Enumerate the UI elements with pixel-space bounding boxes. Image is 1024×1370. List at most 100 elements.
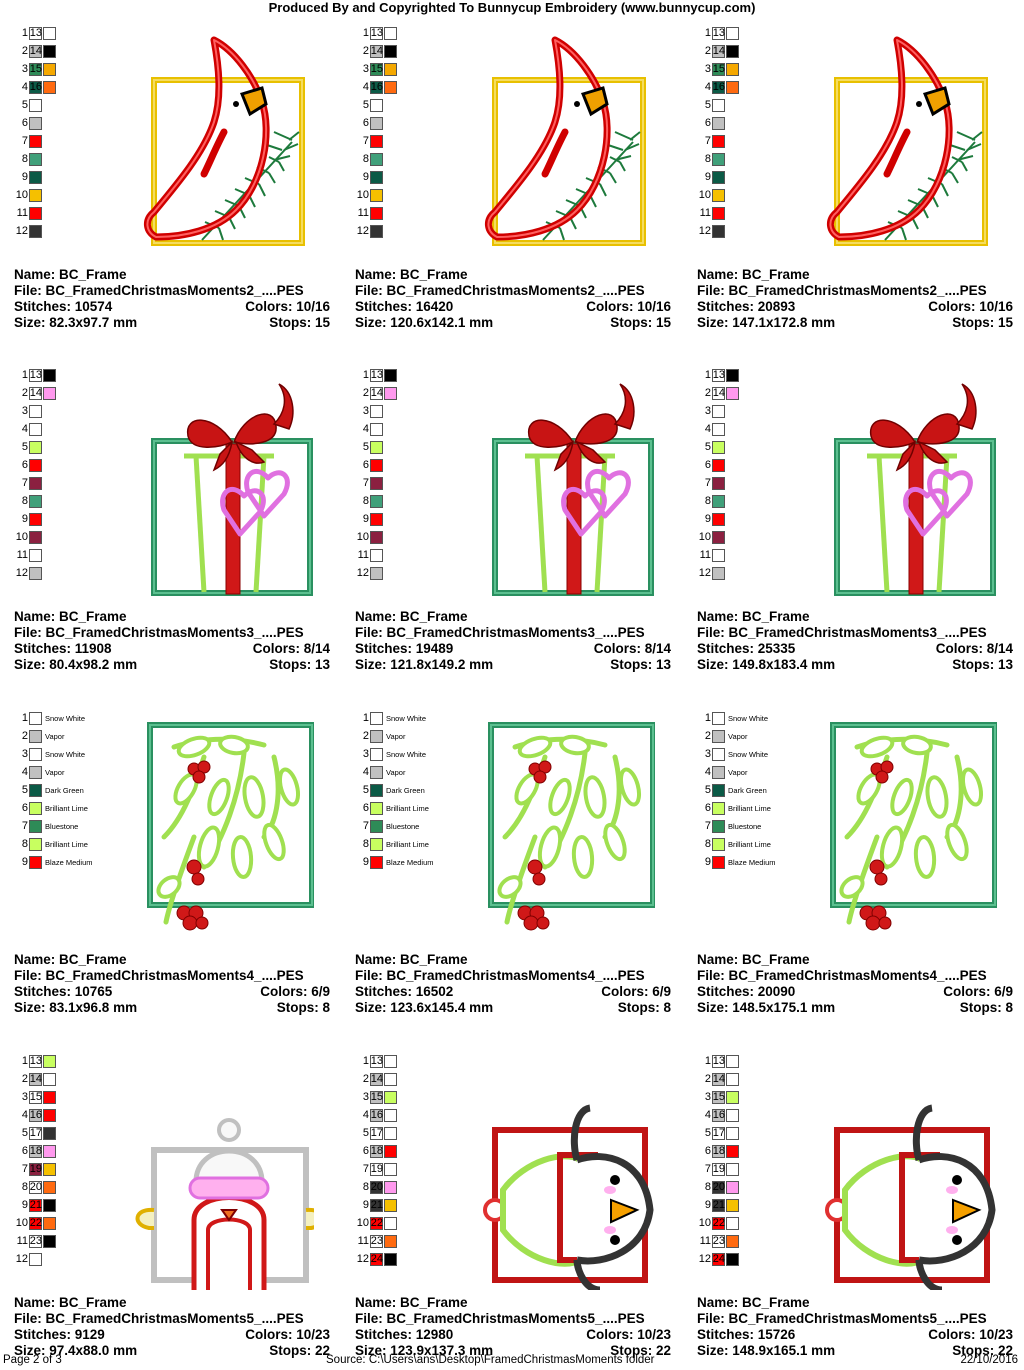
thread-color-swatch: 6 Brilliant Lime — [704, 801, 771, 815]
design-size: Size: 121.8x149.2 mm — [355, 657, 494, 672]
stop-count: Stops: 8 — [959, 1000, 1013, 1015]
thread-color-swatch: 12 — [14, 566, 42, 580]
thread-color-swatch: 22 — [711, 1216, 739, 1230]
gift-embroidery-preview — [465, 374, 655, 604]
thread-color-swatch: 3 — [14, 404, 42, 418]
thread-color-swatch: 3 — [697, 1090, 725, 1104]
thread-color-swatch: 9 — [697, 512, 725, 526]
thread-color-swatch: 9 Blaze Medium — [21, 855, 93, 869]
color-count: Colors: 10/23 — [245, 1327, 330, 1342]
thread-color-swatch: 23 — [369, 1234, 397, 1248]
thread-color-swatch: 6 — [14, 1144, 42, 1158]
size-stops-row: Size: 121.8x149.2 mm Stops: 13 — [355, 657, 671, 673]
thread-color-swatch: 19 — [28, 1162, 56, 1176]
thread-color-swatch: 4 — [14, 80, 42, 94]
design-file: File: BC_FramedChristmasMoments2_....PES — [697, 283, 987, 298]
stop-count: Stops: 13 — [610, 657, 671, 672]
thread-color-swatch: 14 — [369, 44, 397, 58]
cardinal-embroidery-preview — [124, 32, 314, 262]
penguin-embroidery-preview — [465, 1060, 655, 1294]
thread-color-swatch: 9 — [14, 170, 42, 184]
thread-color-swatch: 1 — [697, 26, 725, 40]
design-card: 1 2 3 4 5 6 7 8 9 10 11 12 13 14 Name: BC_Frame File: … — [355, 364, 685, 694]
color-count: Colors: 8/14 — [935, 641, 1013, 656]
thread-color-swatch: 8 — [697, 1180, 725, 1194]
thread-color-swatch: 11 — [14, 206, 42, 220]
size-stops-row: Size: 83.1x96.8 mm Stops: 8 — [14, 1000, 330, 1016]
thread-color-swatch: 7 — [14, 1162, 42, 1176]
thread-color-swatch: 4 — [697, 422, 725, 436]
thread-color-swatch: 9 Blaze Medium — [362, 855, 434, 869]
design-card: 1 Snow White 2 Vapor 3 Snow White 4 Vapor 5 Dark … — [697, 707, 1024, 1037]
thread-color-swatch: 5 — [14, 1126, 42, 1140]
thread-color-swatch: 7 — [697, 134, 725, 148]
thread-color-swatch: 5 — [14, 98, 42, 112]
thread-color-swatch: 1 — [14, 26, 42, 40]
penguin-embroidery-preview — [807, 1060, 997, 1294]
stitch-count: Stitches: 10574 — [14, 299, 113, 314]
thread-color-swatch: 9 — [355, 512, 383, 526]
thread-color-swatch: 22 — [28, 1216, 56, 1230]
print-date: 22/10/2016 — [960, 1354, 1018, 1366]
thread-color-swatch: 8 Brilliant Lime — [704, 837, 771, 851]
thread-color-swatch: 19 — [711, 1162, 739, 1176]
thread-color-swatch: 12 — [697, 566, 725, 580]
size-stops-row: Size: 147.1x172.8 mm Stops: 15 — [697, 315, 1013, 331]
stop-count: Stops: 13 — [269, 657, 330, 672]
thread-color-swatch: 3 — [697, 62, 725, 76]
thread-color-swatch: 16 — [369, 80, 397, 94]
design-name: Name: BC_Frame — [14, 609, 127, 624]
thread-color-swatch: 13 — [28, 26, 56, 40]
stitch-count: Stitches: 16420 — [355, 299, 454, 314]
thread-color-swatch: 4 — [14, 422, 42, 436]
thread-color-swatch: 2 — [355, 44, 383, 58]
thread-color-swatch: 11 — [355, 548, 383, 562]
color-count: Colors: 6/9 — [260, 984, 330, 999]
thread-color-swatch: 18 — [369, 1144, 397, 1158]
thread-color-swatch: 14 — [711, 44, 739, 58]
thread-color-swatch: 17 — [369, 1126, 397, 1140]
stitch-count: Stitches: 10765 — [14, 984, 113, 999]
design-info: Name: BC_Frame File: BC_FramedChristmasMo… — [14, 609, 330, 673]
thread-color-swatch: 17 — [711, 1126, 739, 1140]
thread-color-swatch: 7 Bluestone — [21, 819, 79, 833]
thread-color-swatch: 12 — [697, 224, 725, 238]
thread-color-swatch: 4 — [697, 1108, 725, 1122]
stitch-count: Stitches: 20893 — [697, 299, 796, 314]
thread-color-swatch: 2 Vapor — [21, 729, 65, 743]
thread-color-swatch: 14 — [28, 44, 56, 58]
design-name: Name: BC_Frame — [14, 267, 127, 282]
size-stops-row: Size: 123.9x137.3 mm Stops: 22 — [355, 1343, 671, 1359]
thread-color-swatch: 12 — [697, 1252, 725, 1266]
thread-color-swatch: 8 Brilliant Lime — [362, 837, 429, 851]
thread-color-swatch: 15 — [369, 1090, 397, 1104]
cardinal-embroidery-preview — [465, 32, 655, 262]
thread-color-swatch: 13 — [369, 368, 397, 382]
thread-color-swatch: 14 — [28, 386, 56, 400]
size-stops-row: Size: 80.4x98.2 mm Stops: 13 — [14, 657, 330, 673]
thread-color-swatch: 7 Bluestone — [362, 819, 420, 833]
thread-color-swatch: 1 — [355, 26, 383, 40]
thread-color-swatch: 21 — [369, 1198, 397, 1212]
design-info: Name: BC_Frame File: BC_FramedChristmasMo… — [697, 267, 1013, 331]
thread-color-swatch: 2 — [14, 386, 42, 400]
thread-color-swatch: 5 Dark Green — [704, 783, 767, 797]
thread-color-swatch: 8 — [355, 1180, 383, 1194]
thread-color-swatch: 1 Snow White — [21, 711, 86, 725]
thread-color-swatch: 23 — [711, 1234, 739, 1248]
size-stops-row: Size: 148.5x175.1 mm Stops: 8 — [697, 1000, 1013, 1016]
design-card: 1 Snow White 2 Vapor 3 Snow White 4 Vapor 5 Dark … — [355, 707, 685, 1037]
design-name: Name: BC_Frame — [14, 1295, 127, 1310]
design-card: 1 Snow White 2 Vapor 3 Snow White 4 Vapor 5 Dark … — [14, 707, 344, 1037]
thread-color-swatch: 3 Snow White — [362, 747, 427, 761]
stitches-colors-row: Stitches: 10574 Colors: 10/16 — [14, 299, 330, 315]
thread-color-swatch: 3 — [14, 1090, 42, 1104]
design-size: Size: 97.4x88.0 mm — [14, 1343, 138, 1358]
design-file: File: BC_FramedChristmasMoments2_....PES — [14, 283, 304, 298]
stitch-count: Stitches: 9129 — [14, 1327, 105, 1342]
thread-color-swatch: 10 — [14, 1216, 42, 1230]
thread-color-swatch: 20 — [711, 1180, 739, 1194]
thread-color-swatch: 10 — [697, 530, 725, 544]
stitch-count: Stitches: 19489 — [355, 641, 454, 656]
stitches-colors-row: Stitches: 15726 Colors: 10/23 — [697, 1327, 1013, 1343]
